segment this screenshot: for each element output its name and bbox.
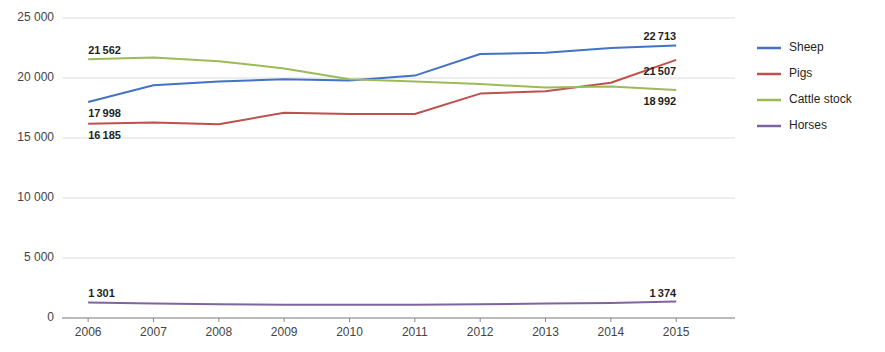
annotation: 16 185 (88, 129, 121, 141)
series-line (88, 45, 676, 102)
chart: 05 00010 00015 00020 00025 0002006200720… (0, 0, 885, 352)
x-tick (414, 318, 415, 322)
x-axis: 2006 2007 2008 2009 2010 2011 2012 2013 2014 2015 (62, 318, 735, 339)
y-axis: 0 5 000 10 000 15 000 20 000 25 000 (17, 10, 735, 324)
x-tick (88, 318, 89, 322)
lines (88, 45, 676, 304)
x-tick-label: 2013 (532, 325, 559, 339)
legend-label: Sheep (789, 40, 824, 54)
legend-label: Pigs (789, 66, 812, 80)
legend-label: Cattle stock (789, 92, 853, 106)
x-tick-label: 2009 (271, 325, 298, 339)
grid-line (62, 18, 735, 19)
x-tick-label: 2015 (663, 325, 690, 339)
y-tick-label: 15 000 (17, 130, 54, 144)
legend-label: Horses (789, 118, 827, 132)
y-tick-label: 25 000 (17, 10, 54, 24)
annotation: 17 998 (88, 107, 121, 119)
x-axis-line (62, 318, 735, 319)
grid-line (62, 138, 735, 139)
x-tick-label: 2010 (336, 325, 363, 339)
grid-line (62, 198, 735, 199)
legend-swatch (757, 73, 781, 76)
annotation: 22 713 (643, 30, 676, 42)
series-line (88, 60, 676, 124)
y-tick-label: 5 000 (24, 250, 54, 264)
x-tick (218, 318, 219, 322)
annotations: 21 562 17 998 16 185 1 301 22 713 21 507 18 99… (88, 30, 677, 299)
x-tick (153, 318, 154, 322)
x-tick-label: 2006 (75, 325, 102, 339)
legend-swatch (757, 99, 781, 102)
grid-line (62, 318, 735, 319)
x-tick-label: 2008 (205, 325, 232, 339)
x-tick (610, 318, 611, 322)
x-tick-label: 2012 (467, 325, 494, 339)
x-tick (676, 318, 677, 322)
legend-swatch (757, 125, 781, 128)
x-tick (284, 318, 285, 322)
x-tick-label: 2014 (598, 325, 625, 339)
annotation: 21 562 (88, 44, 121, 56)
legend-swatch (757, 47, 781, 50)
annotation: 1 301 (88, 287, 115, 299)
y-tick-label: 20 000 (17, 70, 54, 84)
grid-line (62, 258, 735, 259)
x-tick-label: 2011 (402, 325, 428, 339)
x-tick (545, 318, 546, 322)
x-tick-label: 2007 (140, 325, 167, 339)
y-tick-label: 10 000 (17, 190, 54, 204)
annotation: 18 992 (643, 95, 676, 107)
y-tick-label: 0 (47, 310, 54, 324)
annotation: 1 374 (650, 287, 678, 299)
legend: Sheep Pigs Cattle stock Horses (757, 40, 853, 132)
x-tick (480, 318, 481, 322)
series-line (88, 302, 676, 305)
x-tick (349, 318, 350, 322)
series-line (88, 58, 676, 90)
annotation: 21 507 (643, 65, 676, 77)
